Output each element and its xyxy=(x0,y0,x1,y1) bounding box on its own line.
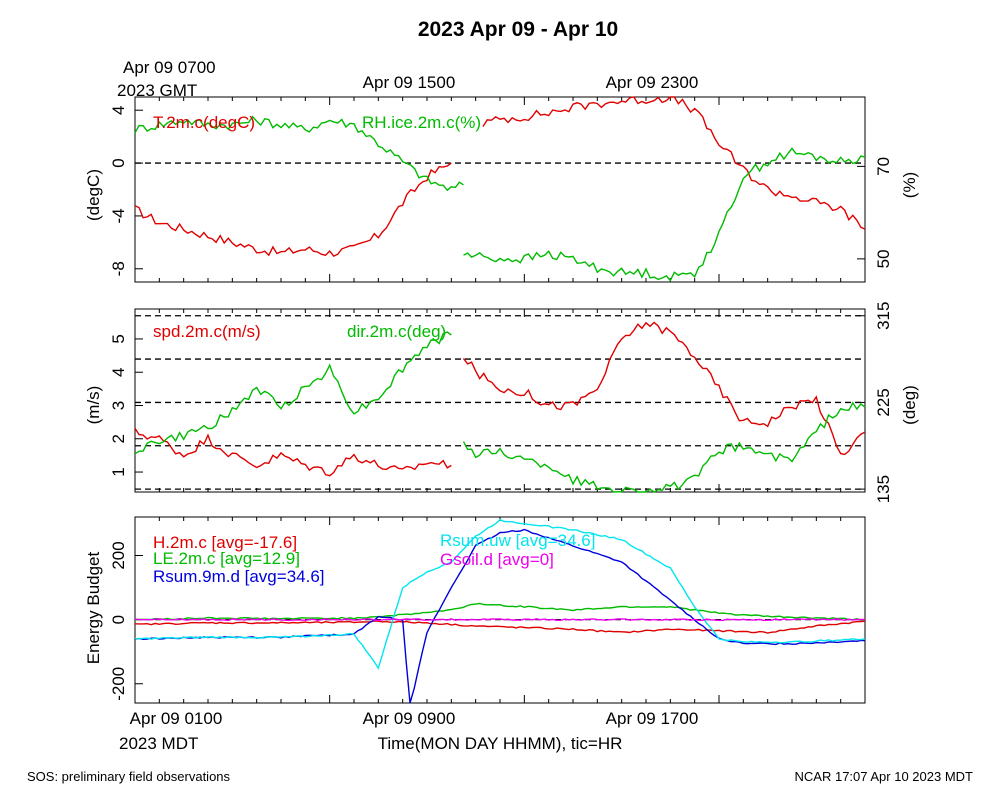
y-tick-label-right: 135 xyxy=(874,475,893,503)
energy-budget-panel: 200 0 -200 xyxy=(109,516,866,704)
footer-right-timestamp: NCAR 17:07 Apr 10 2023 MDT xyxy=(795,769,974,784)
y-axis-left-label-temperature: (degC) xyxy=(84,169,103,221)
y-axis-left-label-energy: Energy Budget xyxy=(84,551,103,664)
y-axis-left-label-speed: (m/s) xyxy=(84,386,103,425)
y-tick-label-left: 4 xyxy=(109,367,128,376)
series-label-speed: spd.2m.c(m/s) xyxy=(153,322,261,341)
y-tick-label-left: 0 xyxy=(109,615,128,624)
series-label-humidity: RH.ice.2m.c(%) xyxy=(362,113,481,132)
series-label-sensible-heat: H.2m.c [avg=-17.6] xyxy=(153,533,297,552)
series-line-t-2m-c xyxy=(134,162,452,257)
series-line-gsoil-d xyxy=(134,618,866,622)
series-line-h-2m-c xyxy=(134,620,866,634)
series-label-direction: dir.2m.c(deg) xyxy=(347,322,446,341)
y-tick-label-left: -8 xyxy=(109,261,128,276)
x-axis-title: Time(MON DAY HHMM), tic=HR xyxy=(378,734,623,753)
series-line-rh-ice-2m-c xyxy=(134,115,464,192)
series-line-dir-2m-c xyxy=(462,401,866,493)
bottom-axis-label-3: Apr 09 1700 xyxy=(606,709,699,728)
bottom-axis-label-1-line1: Apr 09 0100 xyxy=(130,709,223,728)
y-tick-label-left: 200 xyxy=(109,541,128,569)
temperature-humidity-panel: 4 0 -4 -8 70 50 xyxy=(109,96,893,283)
top-axis-label-1-line2: 2023 GMT xyxy=(117,81,197,100)
series-line-le-2m-c xyxy=(134,602,866,621)
y-tick-label-right: 315 xyxy=(874,302,893,330)
bottom-axis-label-1-line2: 2023 MDT xyxy=(119,734,198,753)
y-tick-label-left: -200 xyxy=(109,667,128,701)
y-tick-label-left: 0 xyxy=(109,158,128,167)
y-tick-label-right: 70 xyxy=(874,157,893,176)
top-axis-label-1-line1: Apr 09 0700 xyxy=(123,58,216,77)
series-label-temperature: T.2m.c(degC) xyxy=(153,113,255,132)
series-label-gsoil: Gsoil.d [avg=0] xyxy=(440,550,554,569)
series-label-rsum-9m: Rsum.9m.d [avg=34.6] xyxy=(153,567,325,586)
series-line-rsum-uw xyxy=(134,518,866,670)
series-line-rh-ice-2m-c xyxy=(463,147,866,282)
series-label-rsum-uw: Rsum.uw [avg=34.6] xyxy=(440,531,595,550)
series-line-t-2m-c xyxy=(482,96,866,230)
y-tick-label-left: 5 xyxy=(109,334,128,343)
y-tick-label-left: 4 xyxy=(109,105,128,114)
series-label-latent-heat: LE.2m.c [avg=12.9] xyxy=(153,549,300,568)
series-line-spd-2m-c xyxy=(134,427,452,477)
footer-left-note: SOS: preliminary field observations xyxy=(27,769,231,784)
y-tick-label-right: 225 xyxy=(874,388,893,416)
series-line-dir-2m-c xyxy=(134,331,452,455)
y-tick-label-left: 2 xyxy=(109,434,128,443)
top-axis-label-3: Apr 09 2300 xyxy=(606,73,699,92)
wind-panel: 5 4 3 2 1 315 225 135 xyxy=(109,302,893,504)
y-tick-label-left: 3 xyxy=(109,401,128,410)
y-tick-label-right: 50 xyxy=(874,249,893,268)
y-tick-label-left: 1 xyxy=(109,467,128,476)
chart-title: 2023 Apr 09 - Apr 10 xyxy=(418,18,618,41)
top-axis-label-2: Apr 09 1500 xyxy=(363,73,456,92)
y-tick-label-left: -4 xyxy=(109,208,128,223)
bottom-axis-label-2: Apr 09 0900 xyxy=(363,709,456,728)
series-line-spd-2m-c xyxy=(462,321,866,456)
y-axis-right-label-humidity: (%) xyxy=(900,172,919,198)
y-axis-right-label-direction: (deg) xyxy=(900,385,919,425)
